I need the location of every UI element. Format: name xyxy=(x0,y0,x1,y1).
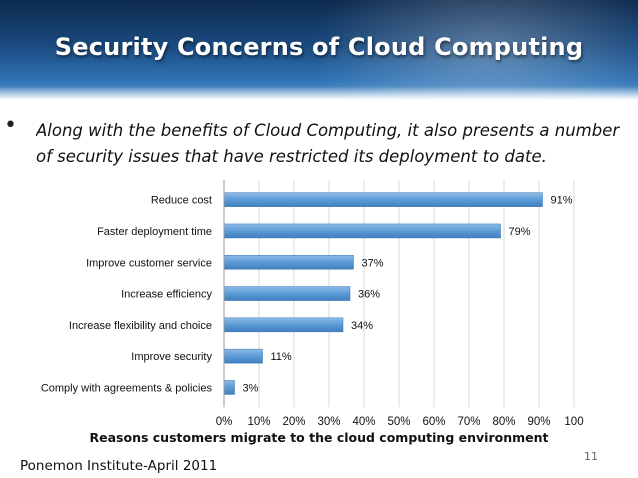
bar xyxy=(223,223,501,239)
bullet-line-2: of security issues that have restricted … xyxy=(36,147,547,166)
source-citation: Ponemon Institute-April 2011 xyxy=(20,458,218,474)
bullet-line-1: Along with the benefits of Cloud Computi… xyxy=(36,121,620,140)
x-tick-label: 70% xyxy=(457,416,480,428)
bar xyxy=(223,192,543,207)
data-label: 91% xyxy=(551,195,573,207)
data-label: 11% xyxy=(271,351,292,363)
category-label: Increase efficiency xyxy=(121,289,212,301)
data-label: 3% xyxy=(243,382,259,394)
bar xyxy=(223,380,235,395)
x-tick-label: 90% xyxy=(527,416,550,428)
x-tick-label: 10% xyxy=(247,416,270,428)
category-label: Reduce cost xyxy=(151,195,212,207)
category-label: Improve security xyxy=(131,351,212,363)
x-tick-label: 60% xyxy=(422,416,445,428)
data-label: 37% xyxy=(362,257,384,269)
x-tick-label: 30% xyxy=(317,416,340,428)
bar-chart: 0% 10% 20% 30% 40% 50% 60% 70% 80% 90% 100 Reduce c… xyxy=(41,180,584,428)
header-fade xyxy=(0,86,638,100)
bar xyxy=(223,317,344,333)
x-tick-label: 40% xyxy=(352,416,375,428)
bar xyxy=(223,286,351,301)
chart-x-axis-label: Reasons customers migrate to the cloud c… xyxy=(89,430,549,445)
data-label: 79% xyxy=(509,226,531,238)
bar xyxy=(223,255,354,270)
x-tick-label: 20% xyxy=(282,416,305,428)
slide-title: Security Concerns of Cloud Computing xyxy=(54,33,584,61)
bullet-icon: • xyxy=(4,113,17,138)
bar xyxy=(223,348,263,364)
slide-header xyxy=(0,0,638,100)
x-tick-label: 80% xyxy=(492,416,515,428)
category-label: Comply with agreements & policies xyxy=(41,382,213,394)
category-label: Improve customer service xyxy=(86,257,212,269)
category-label: Faster deployment time xyxy=(97,226,212,238)
data-label: 36% xyxy=(358,289,380,301)
header-glow xyxy=(298,0,638,100)
category-label: Increase flexibility and choice xyxy=(69,320,212,332)
x-tick-label: 0% xyxy=(216,416,233,428)
x-tick-label: 100 xyxy=(564,416,583,428)
bullet-text: Along with the benefits of Cloud Computi… xyxy=(36,118,638,170)
page-number: 11 xyxy=(584,450,598,463)
data-label: 34% xyxy=(351,320,373,332)
x-tick-label: 50% xyxy=(387,416,410,428)
